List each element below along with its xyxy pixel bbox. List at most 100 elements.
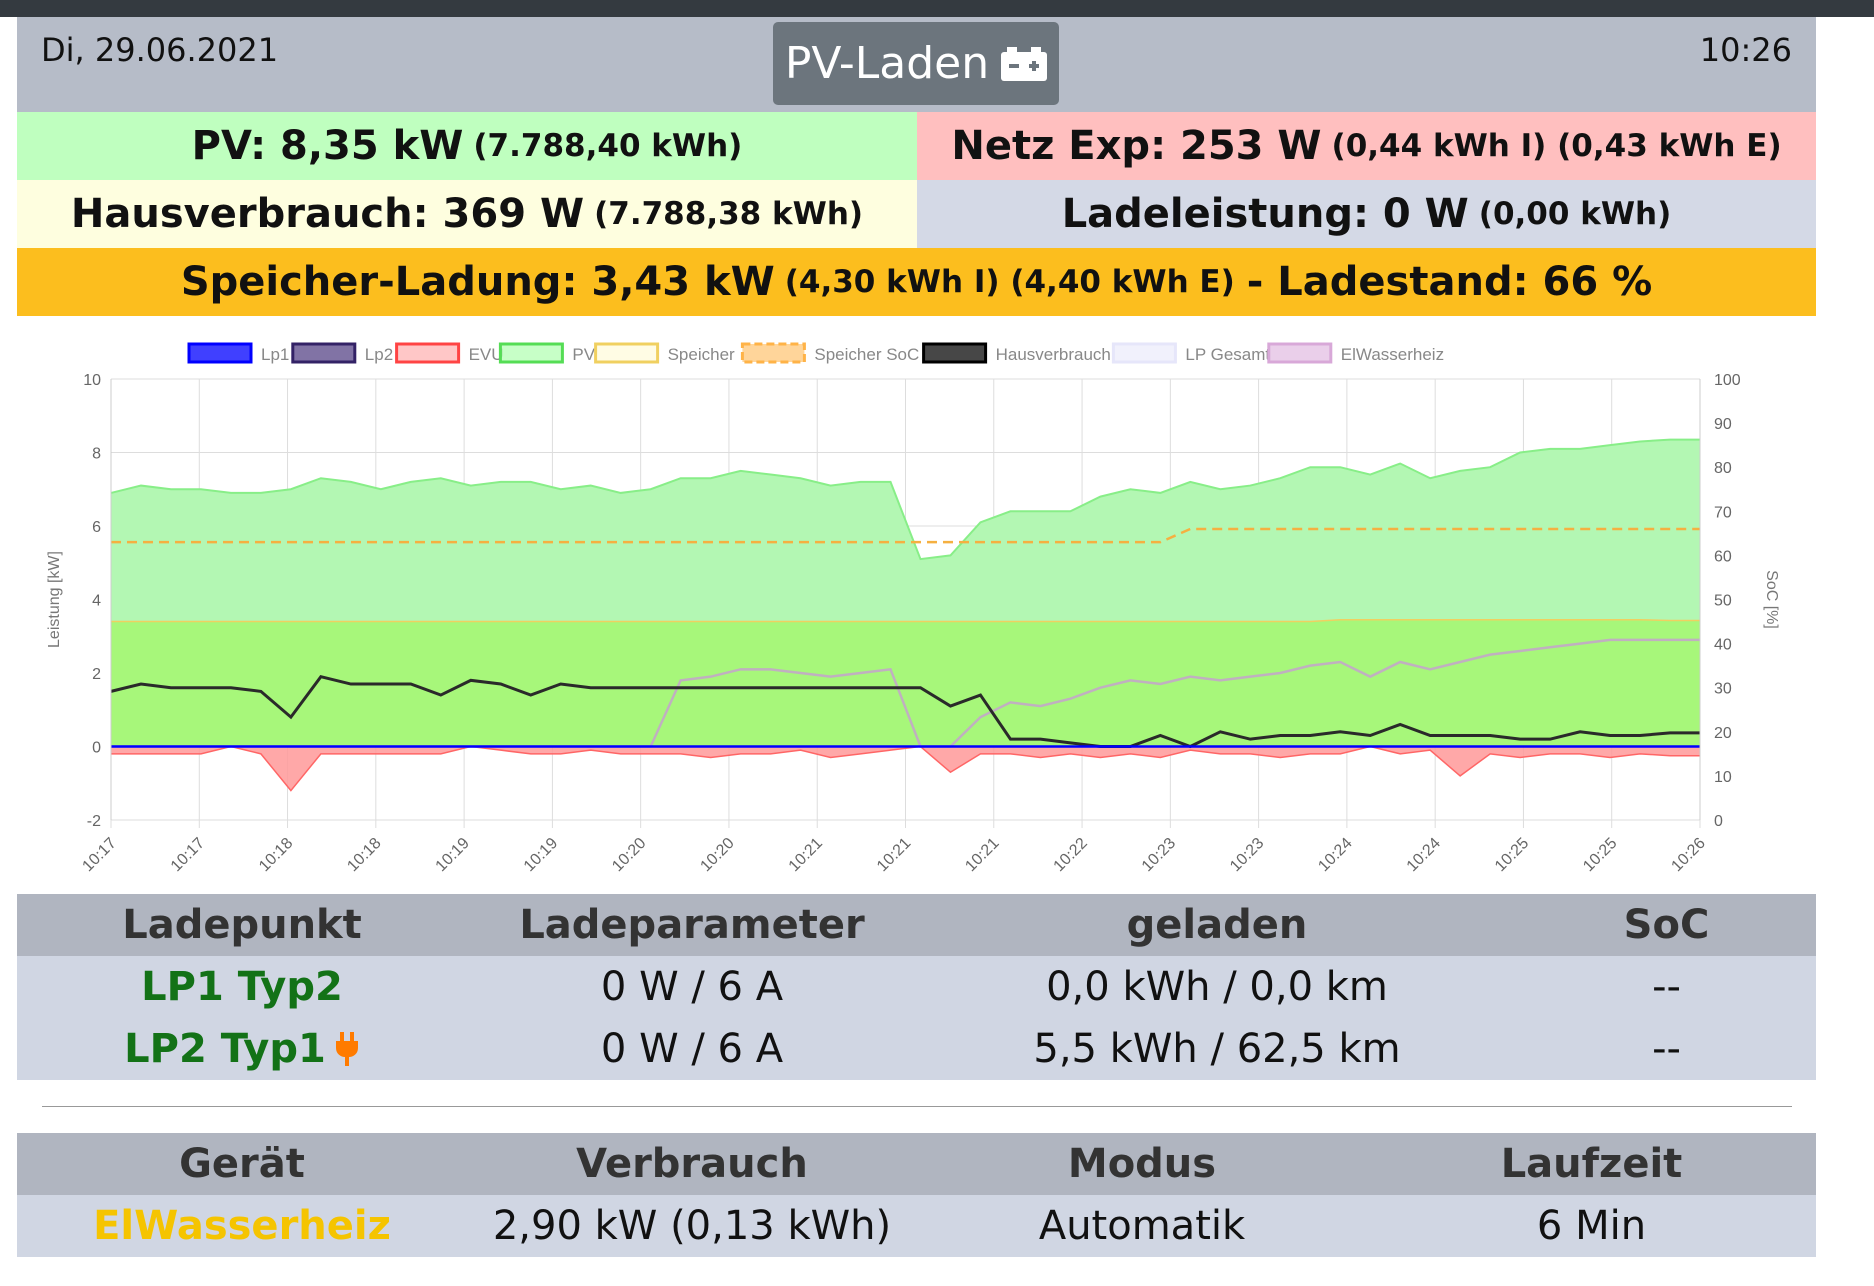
x-tick-label: 10:24	[1315, 835, 1355, 875]
x-tick-label: 10:24	[1404, 835, 1444, 875]
x-tick-label: 10:25	[1492, 835, 1532, 875]
x-tick-label: 10:17	[79, 835, 119, 875]
x-tick-label: 10:21	[874, 835, 914, 875]
time-label: 10:26	[1699, 31, 1792, 69]
legend-swatch	[498, 342, 564, 364]
legend-swatch	[395, 342, 461, 364]
pv-value: PV: 8,35 kW	[191, 123, 464, 169]
legend-label: PV	[572, 345, 595, 364]
series-evu-line	[111, 745, 1700, 792]
charging-power-status: Ladeleistung: 0 W (0,00 kWh)	[917, 180, 1816, 248]
status-row-2: Hausverbrauch: 369 W (7.788,38 kWh) Lade…	[17, 180, 1816, 248]
series-evu-area	[111, 746, 1700, 791]
charge-point-table: Ladepunkt Ladeparameter geladen SoC LP1 …	[17, 894, 1816, 1080]
header-modus: Modus	[1067, 1141, 1217, 1187]
device-mode[interactable]: Automatik	[1038, 1203, 1246, 1249]
legend-swatch	[187, 342, 253, 364]
legend-label: Lp2	[365, 345, 393, 364]
plug-icon	[335, 1032, 358, 1066]
series-speicher-soc-line	[111, 527, 1700, 544]
header-laufzeit: Laufzeit	[1500, 1141, 1683, 1187]
lp2-charged: 5,5 kWh / 62,5 km	[1033, 1026, 1401, 1072]
legend-swatch	[1111, 342, 1177, 364]
y2-tick-label: 80	[1714, 460, 1732, 477]
legend-swatch	[740, 342, 806, 364]
legend-label: EVU	[469, 345, 504, 364]
legend-label: Speicher	[668, 345, 735, 364]
legend-swatch	[922, 342, 988, 364]
header-soc: SoC	[1623, 902, 1710, 948]
battery-soc-value: - Ladestand: 66 %	[1246, 259, 1653, 305]
header-geladen: geladen	[1126, 902, 1308, 948]
series-hausverbrauch-line	[110, 674, 1700, 749]
table-row[interactable]: LP2 Typ1 0 W / 6 A 5,5 kWh / 62,5 km --	[17, 1018, 1816, 1080]
x-tick-label: 10:22	[1051, 835, 1091, 875]
status-row-3: Speicher-Ladung: 3,43 kW (4,30 kWh I) (4…	[17, 248, 1816, 316]
car-battery-icon	[1001, 46, 1048, 81]
y-tick-label: 2	[92, 666, 101, 683]
device-table: Gerät Verbrauch Modus Laufzeit ElWasserh…	[17, 1133, 1816, 1257]
battery-charge-value: Speicher-Ladung: 3,43 kW	[180, 259, 775, 305]
x-tick-label: 10:19	[433, 835, 473, 875]
lp2-name-wrap[interactable]: LP2 Typ1	[124, 1026, 360, 1072]
y2-tick-label: 10	[1714, 769, 1732, 786]
grid-status: Netz Exp: 253 W (0,44 kWh I) (0,43 kWh E…	[917, 112, 1816, 180]
charge-mode-button[interactable]: PV-Laden	[773, 22, 1059, 105]
lp1-param: 0 W / 6 A	[600, 964, 784, 1010]
y-tick-label: 10	[83, 372, 101, 389]
grid-energy: (0,44 kWh I) (0,43 kWh E)	[1331, 128, 1782, 164]
legend-label: LP Gesamt	[1185, 345, 1270, 364]
x-tick-label: 10:25	[1580, 835, 1620, 875]
grid-value: Netz Exp: 253 W	[951, 123, 1322, 169]
device-consumption: 2,90 kW (0,13 kWh)	[492, 1203, 892, 1249]
series-pv-line	[110, 438, 1700, 561]
pv-energy: (7.788,40 kWh)	[473, 128, 743, 164]
house-consumption-value: Hausverbrauch: 369 W	[70, 191, 585, 237]
lp1-soc: --	[1652, 964, 1681, 1010]
y2-tick-label: 60	[1714, 548, 1732, 565]
lp2-name: LP2 Typ1	[124, 1026, 326, 1072]
charge-point-table-header: Ladepunkt Ladeparameter geladen SoC	[17, 894, 1816, 956]
y2-tick-label: 100	[1714, 372, 1741, 389]
x-tick-label: 10:21	[962, 835, 1002, 875]
y2-tick-label: 40	[1714, 637, 1732, 654]
x-tick-label: 10:26	[1668, 835, 1708, 875]
x-tick-label: 10:23	[1227, 835, 1267, 875]
house-consumption-status: Hausverbrauch: 369 W (7.788,38 kWh)	[17, 180, 917, 248]
date-label: Di, 29.06.2021	[41, 31, 279, 69]
y2-tick-label: 50	[1714, 593, 1732, 610]
charge-mode-label: PV-Laden	[784, 38, 990, 89]
lp1-name[interactable]: LP1 Typ2	[141, 964, 343, 1010]
y-tick-label: 0	[92, 740, 101, 757]
legend-label: ElWasserheiz	[1341, 345, 1444, 364]
y2-tick-label: 0	[1714, 813, 1723, 830]
y-tick-label: -2	[87, 813, 101, 830]
y2-tick-label: 90	[1714, 416, 1732, 433]
x-tick-label: 10:17	[168, 835, 208, 875]
x-tick-label: 10:20	[609, 835, 649, 875]
y-tick-label: 8	[92, 446, 101, 463]
series-speicher-line	[111, 618, 1700, 623]
x-tick-label: 10:18	[344, 835, 384, 875]
header-bar: Di, 29.06.2021 PV-Laden 10:26	[17, 17, 1816, 112]
house-consumption-energy: (7.788,38 kWh)	[594, 196, 864, 232]
x-tick-label: 10:20	[697, 835, 737, 875]
legend-swatch	[1267, 342, 1333, 364]
y-axis-title: Leistung [kW]	[46, 551, 63, 648]
device-name[interactable]: ElWasserheiz	[93, 1203, 391, 1249]
pv-status: PV: 8,35 kW (7.788,40 kWh)	[17, 112, 917, 180]
table-row[interactable]: ElWasserheiz 2,90 kW (0,13 kWh) Automati…	[17, 1195, 1816, 1257]
status-row-1: PV: 8,35 kW (7.788,40 kWh) Netz Exp: 253…	[17, 112, 1816, 180]
x-tick-label: 10:23	[1139, 835, 1179, 875]
lp2-param: 0 W / 6 A	[600, 1026, 784, 1072]
lp2-soc: --	[1652, 1026, 1681, 1072]
section-divider	[42, 1106, 1792, 1107]
table-row[interactable]: LP1 Typ2 0 W / 6 A 0,0 kWh / 0,0 km --	[17, 956, 1816, 1018]
legend-label: Lp1	[261, 345, 289, 364]
header-ladepunkt: Ladepunkt	[122, 902, 362, 948]
charging-power-value: Ladeleistung: 0 W	[1061, 191, 1469, 237]
legend-swatch	[594, 342, 660, 364]
x-tick-label: 10:18	[256, 835, 296, 875]
legend-swatch	[291, 342, 357, 364]
